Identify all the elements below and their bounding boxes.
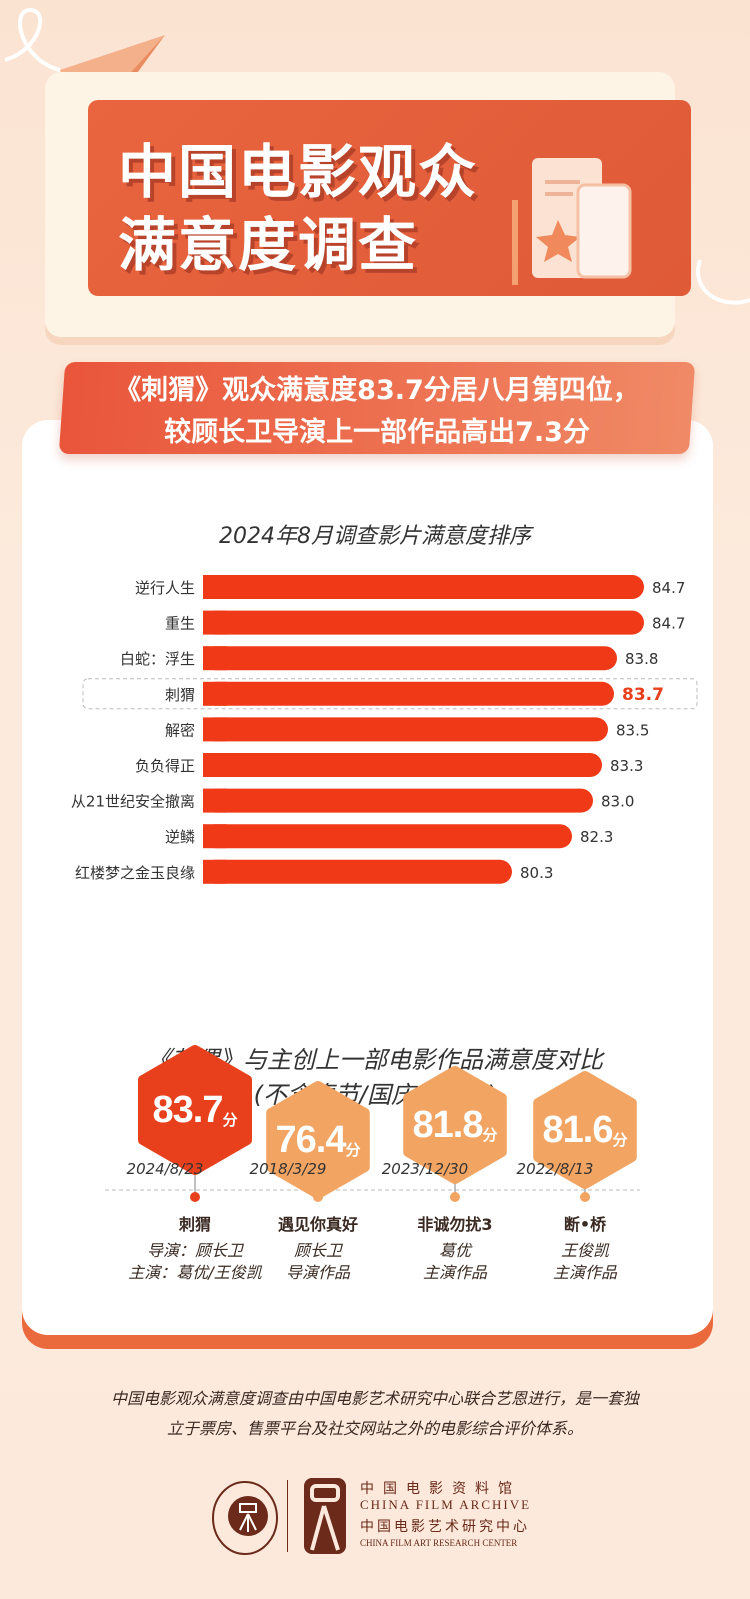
release-date: 2018/3/29 [249, 1160, 327, 1178]
film-name: 断•桥 [563, 1215, 607, 1234]
score-value: 81.8 [412, 1103, 484, 1146]
film-credit-line2: 主演：葛优/王俊凯 [128, 1263, 262, 1282]
score-unit: 分 [345, 1141, 361, 1159]
score-hexagon [138, 1045, 252, 1175]
footer-note-line1: 中国电影观众满意度调查由中国电影艺术研究中心联合艺恩进行，是一套独 [110, 1389, 639, 1408]
chart-title: 2024年8月调查影片满意度排序 [219, 524, 531, 549]
score-hexagon [533, 1071, 637, 1189]
bar-category-label: 逆行人生 [135, 579, 195, 597]
score-value: 81.6 [542, 1108, 614, 1151]
bar-category-label: 负负得正 [135, 757, 195, 775]
film-research-center-logo [304, 1478, 346, 1554]
release-date: 2024/8/23 [126, 1160, 204, 1178]
timeline-dot [190, 1192, 200, 1202]
logo-cn2: 中国电影艺术研究中心 [360, 1520, 530, 1535]
score-unit: 分 [482, 1126, 498, 1144]
bar-category-label: 从21世纪安全撤离 [71, 793, 195, 811]
bar [203, 646, 617, 671]
bar-chart: 逆行人生 84.7 重生 84.7 白蛇：浮生 83.8 刺猬 83.7 解密 83.5 负负得正 8… [71, 575, 698, 884]
timeline-dot [580, 1192, 590, 1202]
bar-value-label: 83.3 [610, 757, 643, 775]
bar-value-label: 83.0 [601, 793, 634, 811]
bar-value-label: 80.3 [520, 864, 553, 882]
score-badge: 81.6 分 [515, 1100, 655, 1160]
bar [203, 681, 614, 706]
logo-divider [287, 1480, 288, 1552]
film-archive-seal-logo [212, 1481, 278, 1555]
page-title-line1: 中国电影观众 [118, 138, 479, 206]
release-date: 2022/8/13 [516, 1160, 594, 1178]
score-unit: 分 [612, 1131, 628, 1149]
comparison-timeline [105, 1045, 640, 1202]
film-name: 遇见你真好 [277, 1215, 358, 1234]
bar-value-label: 83.7 [622, 685, 664, 705]
bar [203, 753, 602, 777]
film-credit-line1: 顾长卫 [293, 1241, 342, 1260]
bar-category-label: 重生 [165, 615, 195, 633]
score-badge: 83.7 分 [125, 1080, 265, 1140]
logo-en2: CHINA FILM ART RESEARCH CENTER [360, 1538, 518, 1548]
score-value: 76.4 [275, 1118, 347, 1161]
headline-line1: 《刺猬》观众满意度83.7分居八月第四位， [114, 375, 640, 406]
highlight-box [82, 678, 698, 710]
score-unit: 分 [222, 1111, 238, 1129]
release-date: 2023/12/30 [381, 1160, 469, 1178]
bar [203, 575, 644, 599]
score-hexagon [403, 1066, 507, 1184]
bar-value-label: 83.8 [625, 650, 658, 668]
bar-category-label: 白蛇：浮生 [120, 650, 195, 668]
footer-note-line2: 立于票房、售票平台及社交网站之外的电影综合评价体系。 [166, 1419, 583, 1438]
bar-value-label: 83.5 [616, 721, 649, 739]
headline-line2: 较顾长卫导演上一部作品高出7.3分 [164, 417, 590, 448]
bar-value-label: 84.7 [652, 579, 685, 597]
timeline-dot [450, 1192, 460, 1202]
bar-category-label: 逆鳞 [165, 828, 195, 846]
film-credit-line2: 主演作品 [552, 1263, 617, 1282]
film-credit-line1: 葛优 [438, 1241, 471, 1260]
bar-category-label: 红楼梦之金玉良缘 [75, 864, 195, 882]
bar-value-label: 82.3 [580, 828, 613, 846]
film-credit-line1: 王俊凯 [560, 1241, 609, 1260]
film-name: 非诚勿扰3 [417, 1215, 493, 1234]
score-value: 83.7 [152, 1088, 224, 1131]
survey-phone-icon [512, 158, 632, 285]
film-name: 刺猬 [178, 1215, 211, 1234]
film-credit-line2: 导演作品 [285, 1263, 350, 1282]
logo-cn1: 中国电影资料馆 [360, 1482, 521, 1497]
bar [203, 610, 644, 635]
logo-en1: CHINA FILM ARCHIVE [360, 1497, 532, 1512]
bar [203, 717, 608, 742]
page-title-line2: 满意度调查 [118, 211, 419, 279]
bar [203, 824, 572, 849]
score-badge: 76.4 分 [248, 1110, 388, 1170]
bar-category-label: 刺猬 [165, 686, 195, 704]
bar-category-label: 解密 [165, 721, 195, 739]
bar [203, 859, 512, 884]
timeline-dot [313, 1192, 323, 1202]
film-credit-line1: 导演：顾长卫 [146, 1241, 243, 1260]
bar-value-label: 84.7 [652, 615, 685, 633]
film-credit-line2: 主演作品 [422, 1263, 487, 1282]
bar [203, 788, 593, 813]
score-badge: 81.8 分 [385, 1095, 525, 1155]
swirl-icon [4, 7, 61, 72]
